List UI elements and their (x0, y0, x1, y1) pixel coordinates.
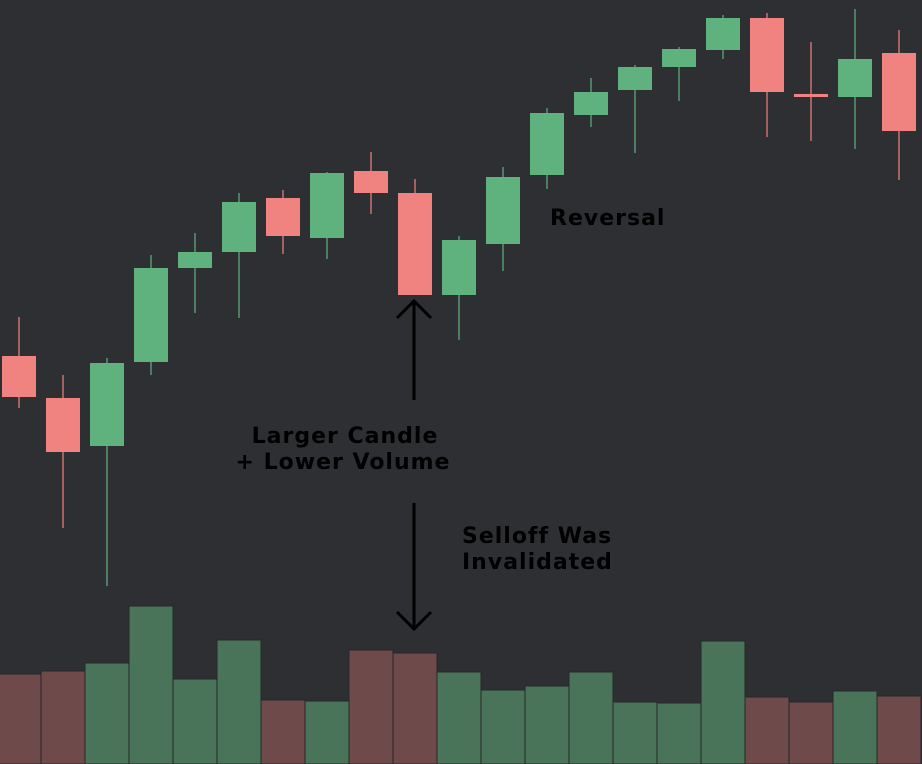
candle-body (706, 18, 740, 50)
candle-body (266, 198, 300, 236)
annotation: Selloff Was (462, 524, 612, 549)
candle-body (442, 240, 476, 295)
annotation: Invalidated (462, 550, 613, 575)
annotation: + Lower Volume (236, 450, 451, 475)
annotation: Reversal (550, 206, 665, 231)
volume-bar (832, 690, 878, 764)
volume-bar (216, 639, 262, 764)
candle-body (662, 49, 696, 67)
volume-bar (348, 649, 394, 764)
volume-bar (744, 696, 790, 764)
volume-bar (304, 700, 350, 764)
volume-bar (392, 652, 438, 764)
volume-bar (876, 695, 922, 764)
candle-body (574, 92, 608, 115)
candle-body (178, 252, 212, 268)
volume-bar (0, 673, 42, 764)
volume-bar (788, 701, 834, 764)
volume-bar (172, 678, 218, 764)
arrow-up (395, 298, 433, 400)
volume-bar (568, 671, 614, 764)
candle-body (2, 356, 36, 397)
volume-bar (480, 689, 526, 764)
candle-body (222, 202, 256, 252)
arrows (395, 298, 433, 632)
candle-body (750, 18, 784, 92)
candle-body (354, 171, 388, 193)
volume-bar (612, 701, 658, 764)
candle-body (530, 113, 564, 175)
candle-body (398, 193, 432, 295)
candle-body (90, 363, 124, 446)
candle-body (46, 398, 80, 452)
candle-body (134, 268, 168, 362)
volume-bar (260, 699, 306, 764)
candle-pane (2, 9, 916, 586)
volume-bar (436, 671, 482, 764)
candle-body (486, 177, 520, 244)
volume-bar (524, 685, 570, 764)
volume-bar (40, 670, 86, 764)
volume-pane (0, 605, 922, 764)
volume-bar (700, 640, 746, 764)
candle-body (310, 173, 344, 238)
candle-body (794, 94, 828, 97)
candle-body (618, 67, 652, 90)
candle-body (838, 59, 872, 97)
volume-bar (128, 605, 174, 764)
volume-bar (656, 702, 702, 764)
volume-bar (84, 662, 130, 764)
candle-body (882, 53, 916, 131)
annotation: Larger Candle (252, 424, 439, 449)
arrow-down (395, 503, 433, 632)
